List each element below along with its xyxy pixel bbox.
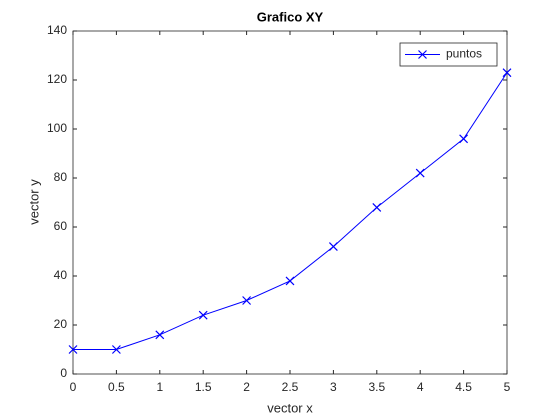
data-marker (68, 345, 78, 354)
x-tick-label: 3.5 (368, 380, 385, 394)
chart-title: Grafico XY (257, 9, 324, 24)
y-tick-label: 120 (47, 72, 67, 86)
legend-marker (418, 50, 427, 59)
x-tick-label: 2.5 (282, 380, 299, 394)
x-tick-label: 4.5 (455, 380, 472, 394)
y-tick-label: 140 (47, 23, 67, 37)
x-axis-label: vector x (267, 400, 313, 415)
data-marker (328, 242, 338, 252)
y-tick-label: 0 (60, 366, 67, 380)
data-marker (372, 202, 382, 212)
data-marker (242, 296, 252, 305)
y-tick-label: 40 (54, 268, 68, 282)
x-tick-label: 1.5 (195, 380, 212, 394)
x-tick-label: 0.5 (108, 380, 125, 394)
x-tick-label: 1 (156, 380, 163, 394)
data-marker (502, 68, 512, 78)
x-tick-label: 3 (330, 380, 337, 394)
x-tick-label: 0 (70, 380, 77, 394)
legend-label: puntos (446, 47, 482, 61)
y-tick-label: 20 (54, 317, 68, 331)
y-tick-label: 60 (54, 219, 68, 233)
x-tick-label: 2 (243, 380, 250, 394)
y-axis-label: vector y (26, 179, 41, 225)
data-marker (459, 134, 469, 144)
data-marker (285, 276, 295, 286)
y-tick-label: 100 (47, 121, 67, 135)
x-tick-label: 4 (417, 380, 424, 394)
data-marker (198, 310, 208, 320)
data-marker (415, 168, 425, 178)
legend-box (399, 42, 498, 67)
x-tick-label: 5 (504, 380, 511, 394)
y-tick-label: 80 (54, 170, 68, 184)
data-marker (155, 330, 165, 340)
data-marker (111, 345, 121, 354)
